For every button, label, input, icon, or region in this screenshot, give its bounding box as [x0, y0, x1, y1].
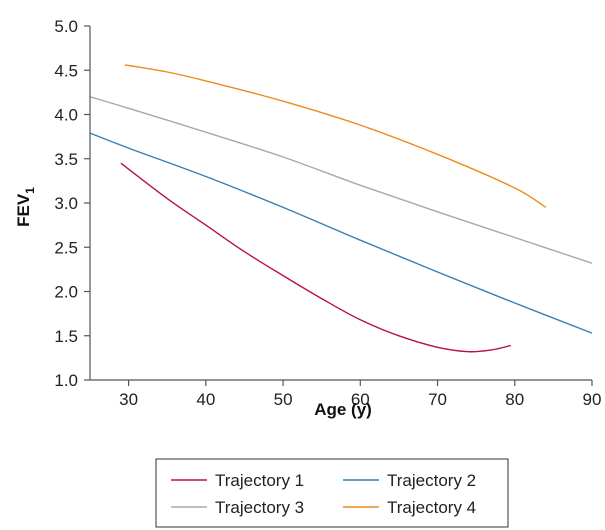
series-line-trajectory-3: [89, 96, 593, 264]
y-tick-label: 1.0: [54, 371, 78, 390]
y-tick-label: 4.0: [54, 106, 78, 125]
series-line-trajectory-4: [124, 64, 547, 208]
y-tick-label: 3.0: [54, 194, 78, 213]
x-tick-label: 60: [351, 390, 370, 409]
x-tick-label: 30: [119, 390, 138, 409]
x-tick-label: 80: [505, 390, 524, 409]
x-axis: 30 40 50 60 70 80 90: [90, 379, 602, 409]
y-tick-label: 5.0: [54, 17, 78, 36]
y-tick-label: 3.5: [54, 150, 78, 169]
y-tick-label: 1.5: [54, 327, 78, 346]
x-axis-title: Age (y): [314, 400, 372, 419]
legend-item: Trajectory 2: [343, 471, 476, 490]
y-axis-title-subscript: 1: [23, 187, 37, 194]
legend-item: Trajectory 1: [171, 471, 304, 490]
y-tick-label: 2.0: [54, 283, 78, 302]
y-tick-label: 2.5: [54, 238, 78, 257]
x-tick-label: 70: [428, 390, 447, 409]
legend-item: Trajectory 3: [171, 498, 304, 517]
y-axis-title-main: FEV: [14, 193, 33, 227]
plot-area: [89, 64, 593, 353]
legend-label: Trajectory 3: [215, 498, 304, 517]
series-line-trajectory-1: [120, 162, 512, 353]
legend-label: Trajectory 1: [215, 471, 304, 490]
series-line-trajectory-2: [89, 132, 593, 334]
legend: Trajectory 1 Trajectory 2 Trajectory 3 Traj…: [155, 458, 509, 528]
y-axis-title: FEV1: [14, 187, 37, 227]
legend-label: Trajectory 2: [387, 471, 476, 490]
y-axis: 1.0 1.5 2.0 2.5 3.0 3.5 4.0 4.5 5.0: [54, 17, 91, 390]
x-tick-label: 90: [583, 390, 602, 409]
legend-item: Trajectory 4: [343, 498, 476, 517]
legend-box: [155, 458, 509, 528]
legend-label: Trajectory 4: [387, 498, 476, 517]
y-tick-label: 4.5: [54, 61, 78, 80]
x-tick-label: 40: [196, 390, 215, 409]
x-tick-label: 50: [274, 390, 293, 409]
